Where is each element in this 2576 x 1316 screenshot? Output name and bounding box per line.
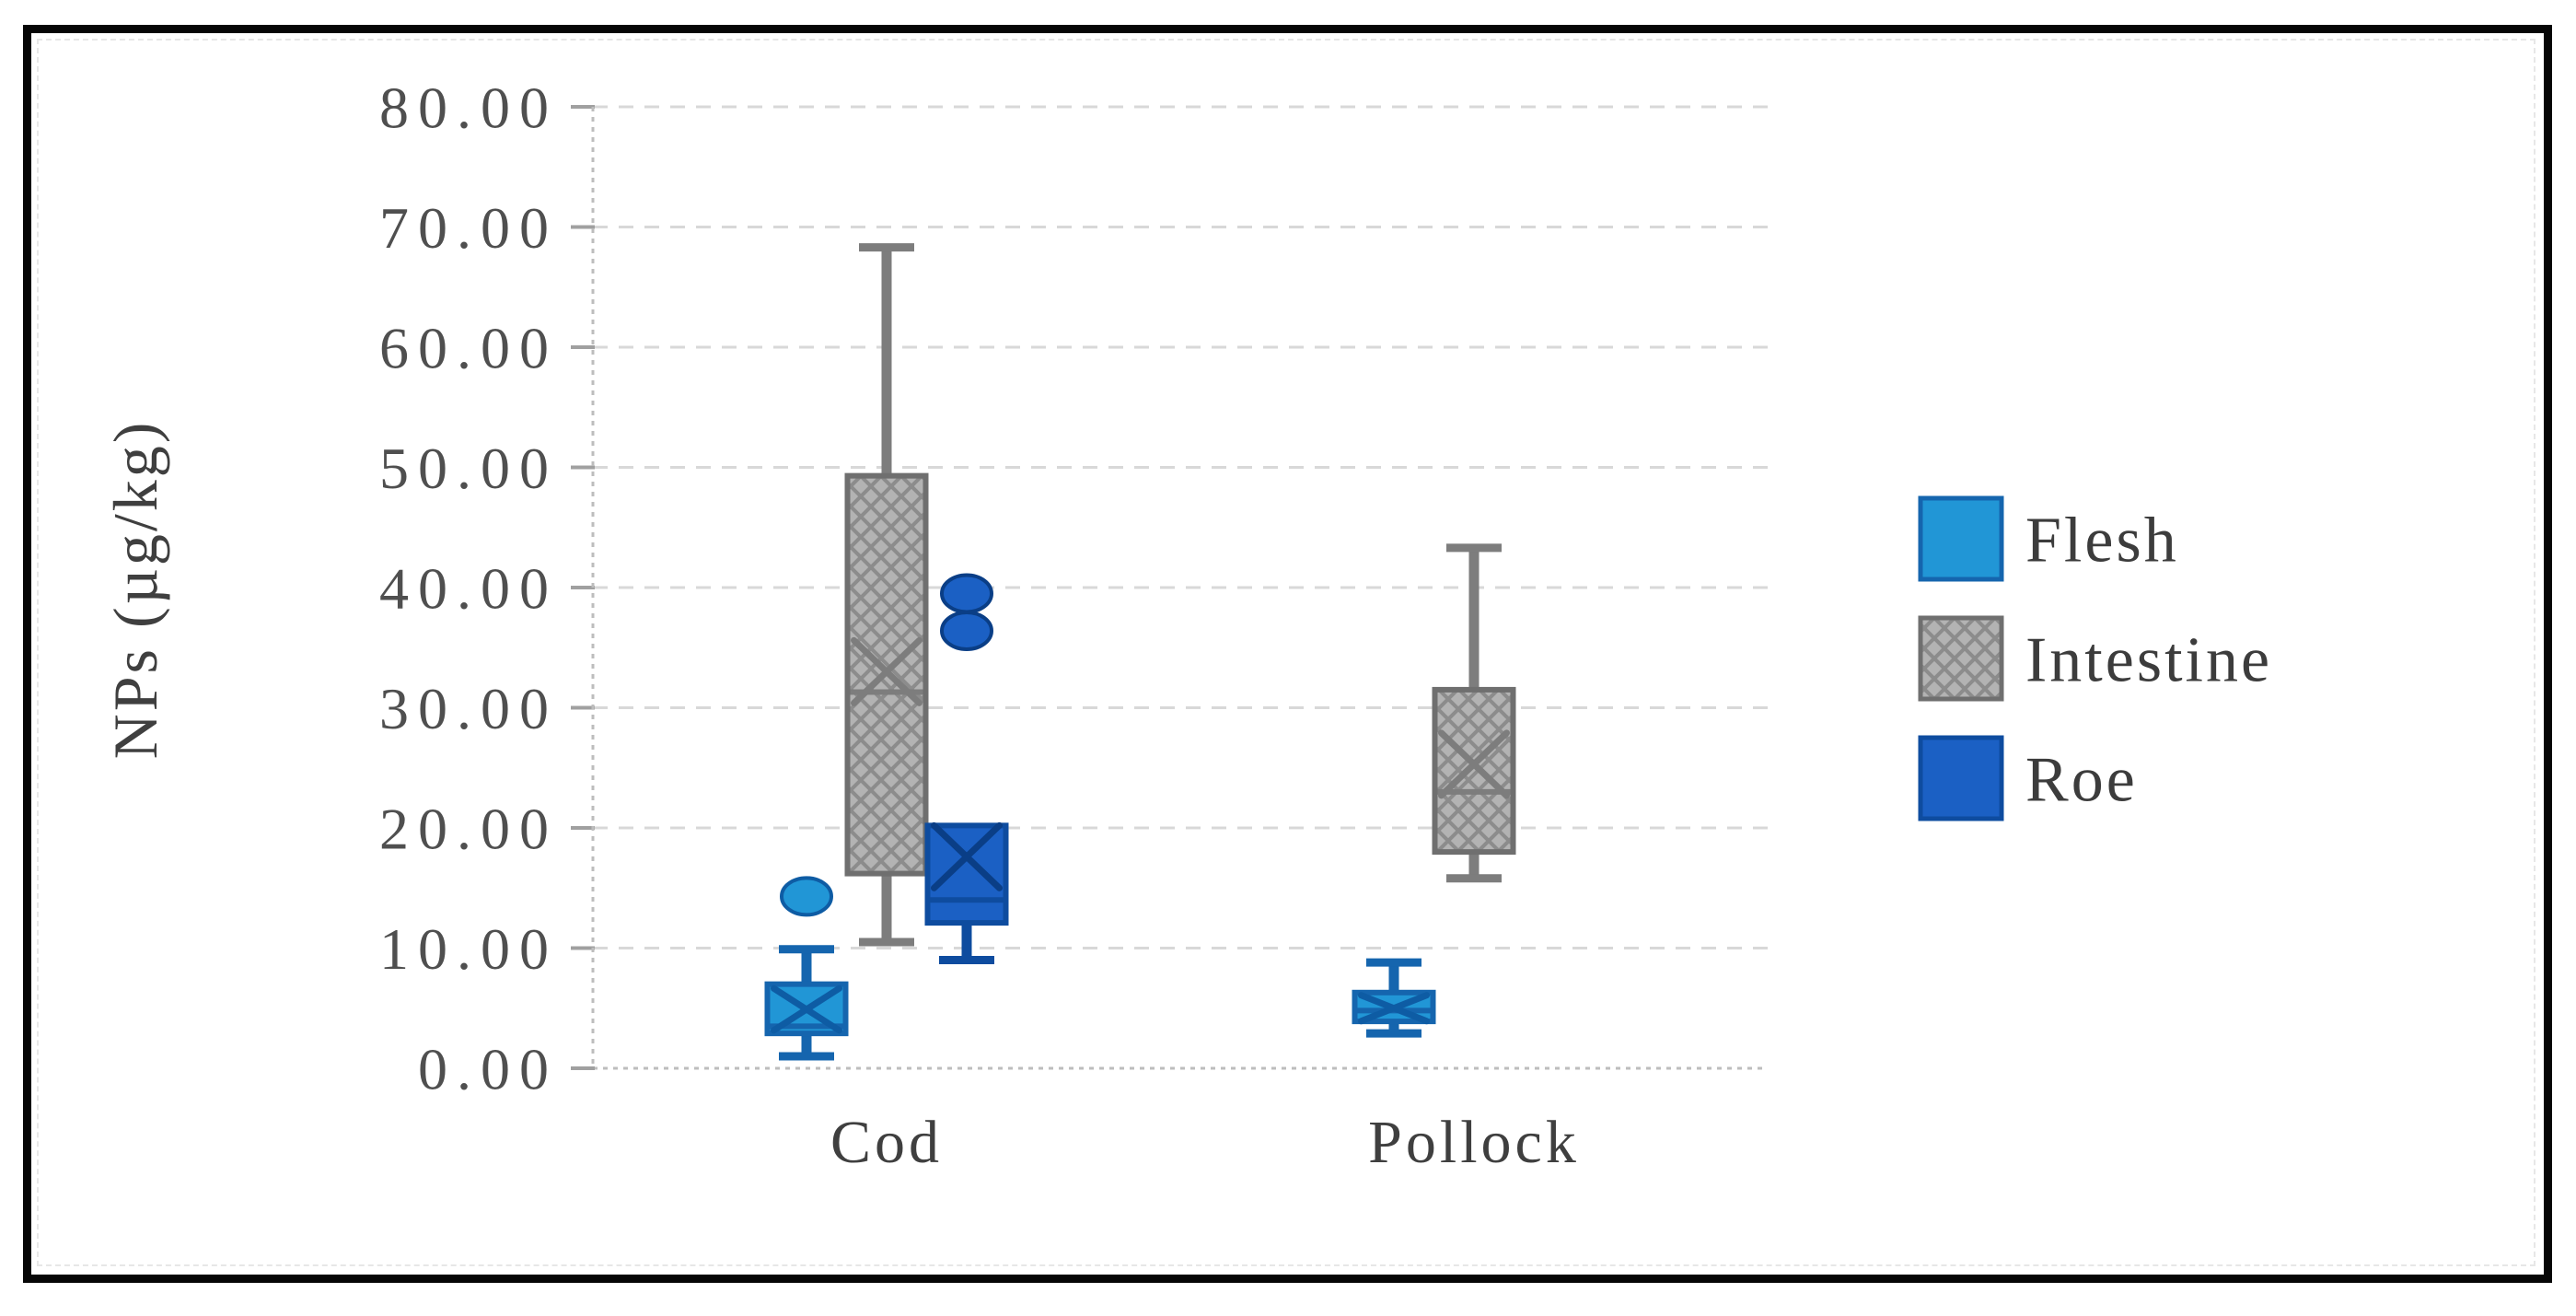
x-category-label: Cod [830, 1109, 943, 1176]
y-tick-label: 50.00 [379, 436, 558, 501]
legend-swatch-flesh [1918, 495, 2004, 582]
y-tick-label: 40.00 [379, 555, 558, 621]
y-tick-label: 0.00 [418, 1036, 558, 1101]
box-flesh-pollock [1352, 958, 1436, 1038]
mean-marker [931, 821, 1003, 891]
legend-item-roe: Roe [1918, 735, 2138, 821]
box-intestine-pollock [1432, 543, 1516, 883]
mean-marker [771, 984, 842, 1034]
y-tick-label: 10.00 [379, 916, 558, 982]
figure-frame [23, 25, 2552, 1283]
box-roe-cod [924, 573, 1009, 965]
legend-swatch-intestine [1918, 615, 2004, 702]
legend: Flesh Intestine Roe [1918, 495, 2272, 821]
x-category-label: Pollock [1368, 1109, 1580, 1176]
y-axis-title: NPs (µg/kg) [100, 420, 170, 760]
outlier-point [940, 610, 993, 651]
legend-label: Roe [2025, 745, 2138, 816]
mean-marker [851, 636, 922, 706]
legend-label: Intestine [2025, 625, 2272, 696]
legend-label: Flesh [2025, 506, 2179, 576]
iqr-box [924, 822, 1009, 926]
y-tick-label: 60.00 [379, 315, 558, 380]
legend-item-flesh: Flesh [1918, 495, 2179, 582]
plot-area: 0.00 10.00 20.00 30.00 40.00 50.00 60.00 70.00 8… [379, 75, 1768, 1176]
y-tick-label: 80.00 [379, 75, 558, 140]
outlier-point [780, 876, 833, 917]
y-tick-label: 30.00 [379, 676, 558, 741]
mean-marker [1358, 992, 1430, 1025]
box-flesh-cod [764, 876, 849, 1061]
mean-marker [1438, 729, 1510, 799]
legend-swatch-roe [1918, 735, 2004, 821]
legend-item-intestine: Intestine [1918, 615, 2272, 702]
y-tick-label: 20.00 [379, 796, 558, 861]
box-intestine-cod [844, 243, 929, 947]
iqr-box [1432, 686, 1516, 856]
y-tick-label: 70.00 [379, 195, 558, 261]
outlier-point [940, 573, 993, 614]
